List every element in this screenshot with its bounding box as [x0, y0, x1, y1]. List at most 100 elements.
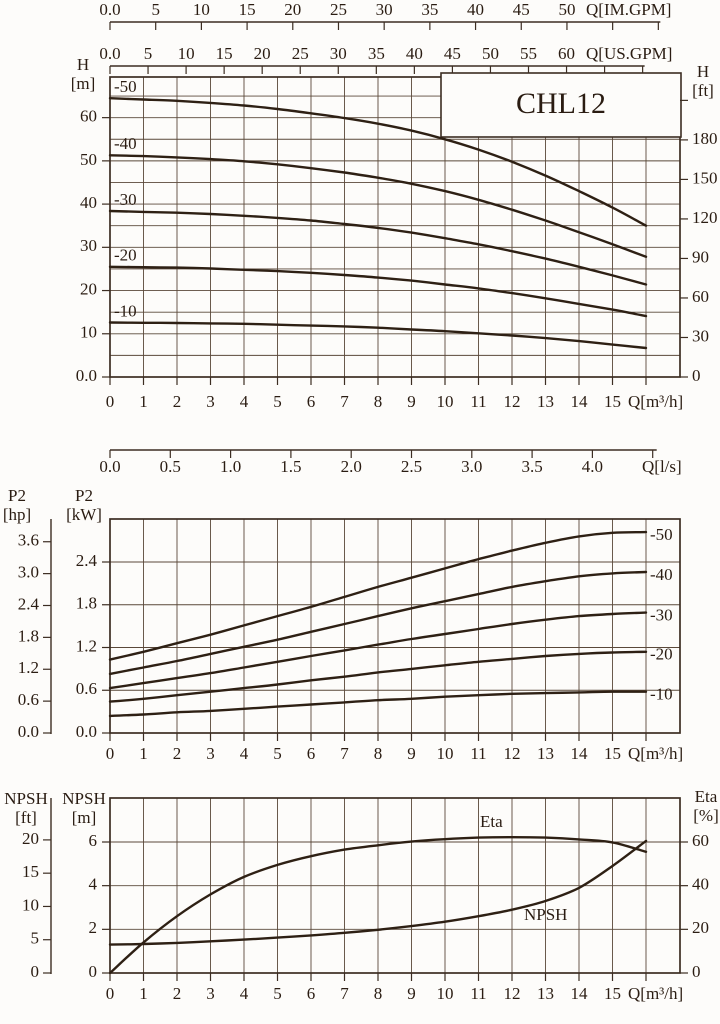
p2-chart-x-tick-label: 6 — [307, 744, 316, 763]
curve-label-p2--20: -20 — [650, 645, 673, 664]
h-chart-x-tick-label: 11 — [470, 392, 486, 411]
npsh-ft-axis-tick-label: 20 — [22, 829, 39, 848]
im-gpm-axis-tick-label: 10 — [193, 0, 210, 19]
eta-axis-tick-label: 60 — [692, 831, 709, 850]
h-m-axis-title: H — [77, 55, 89, 74]
npsh-m-axis-title: NPSH — [62, 789, 105, 808]
im-gpm-axis-tick-label: 30 — [376, 0, 393, 19]
h-ft-axis-tick-label: 90 — [692, 247, 709, 266]
h-ft-axis-tick-label: 0 — [692, 366, 701, 385]
curve-p2--40 — [108, 570, 648, 676]
im-gpm-axis-tick-label: 25 — [330, 0, 347, 19]
us-gpm-axis-tick-label: 35 — [368, 44, 385, 63]
ls-axis-tick-label: 1.5 — [280, 457, 301, 476]
npsh-ft-axis-tick-label: 5 — [31, 929, 40, 948]
curve--30 — [108, 209, 648, 286]
h-ft-axis-tick-label: 150 — [692, 168, 718, 187]
p2-kw-axis-tick-label: 1.8 — [76, 594, 97, 613]
h-ft-axis-tick-label: 60 — [692, 287, 709, 306]
p2-kw-axis-unit: [kW] — [66, 505, 102, 524]
im-gpm-axis-tick-label: 45 — [513, 0, 530, 19]
im-gpm-axis-tick-label: 50 — [558, 0, 575, 19]
p2-hp-axis-tick-label: 0.6 — [18, 690, 39, 709]
curve-eta — [108, 835, 648, 975]
im-gpm-axis-tick-label: 0.0 — [99, 0, 120, 19]
h-chart-x-tick-label: 12 — [504, 392, 521, 411]
curve-label-npsh: NPSH — [524, 905, 567, 924]
h-chart-x-tick-label: 13 — [537, 392, 554, 411]
us-gpm-axis-tick-label: 45 — [444, 44, 461, 63]
p2-chart-x-tick-label: 13 — [537, 744, 554, 763]
curve-label-p2--30: -30 — [650, 605, 673, 624]
eta-axis-tick-label: 0 — [692, 962, 701, 981]
h-chart-x-tick-label: 14 — [571, 392, 589, 411]
p2-chart-x-tick-label: 0 — [106, 744, 115, 763]
curve-label--50: -50 — [114, 77, 137, 96]
npsh-chart-x-tick-label: 5 — [273, 984, 282, 1003]
curve-label--10: -10 — [114, 301, 137, 320]
h-ft-axis-tick-label: 180 — [692, 129, 718, 148]
us-gpm-axis-tick-label: 10 — [178, 44, 195, 63]
npsh-chart-x-unit-label: Q[m³/h] — [628, 984, 683, 1003]
im-gpm-axis-tick-label: 15 — [239, 0, 256, 19]
h-m-axis-tick-label: 30 — [80, 236, 97, 255]
p2-chart-x-tick-label: 5 — [273, 744, 282, 763]
h-chart-x-tick-label: 8 — [374, 392, 383, 411]
chart-title-box — [440, 72, 682, 138]
p2-hp-axis-title: P2 — [8, 486, 26, 505]
eta-axis-tick-label: 40 — [692, 875, 709, 894]
eta-axis-title: Eta — [695, 787, 718, 806]
us-gpm-axis-tick-label: 25 — [292, 44, 309, 63]
npsh-chart-x-tick-label: 3 — [206, 984, 215, 1003]
p2-chart-x-unit-label: Q[m³/h] — [628, 744, 683, 763]
us-gpm-axis-tick-label: 0.0 — [99, 44, 120, 63]
npsh-ft-axis-unit: [ft] — [15, 808, 37, 827]
im-gpm-axis-tick-label: 5 — [151, 0, 160, 19]
h-m-axis-tick-label: 60 — [80, 107, 97, 126]
ls-axis-tick-label: 0.0 — [99, 457, 120, 476]
us-gpm-axis-tick-label: 50 — [482, 44, 499, 63]
npsh-chart-x-tick-label: 8 — [374, 984, 383, 1003]
h-chart-x-tick-label: 2 — [173, 392, 182, 411]
us-gpm-axis-tick-label: 20 — [254, 44, 271, 63]
us-gpm-axis-tick-label: 40 — [406, 44, 423, 63]
npsh-m-axis-tick-label: 4 — [89, 875, 98, 894]
p2-chart-x-tick-label: 15 — [604, 744, 621, 763]
npsh-chart-x-tick-label: 1 — [139, 984, 148, 1003]
npsh-chart-x-tick-label: 9 — [407, 984, 416, 1003]
h-chart-x-tick-label: 15 — [604, 392, 621, 411]
p2-chart-x-tick-label: 4 — [240, 744, 249, 763]
p2-chart-frame — [109, 518, 681, 734]
p2-hp-axis-unit: [hp] — [3, 505, 31, 524]
npsh-ft-axis-tick-label: 15 — [22, 862, 39, 881]
p2-kw-axis-tick-label: 0.0 — [76, 722, 97, 741]
curve-label-p2--50: -50 — [650, 525, 673, 544]
ls-axis-tick-label: 2.0 — [341, 457, 362, 476]
p2-kw-axis-title: P2 — [75, 486, 93, 505]
curve-npsh — [108, 839, 648, 946]
p2-chart-x-tick-label: 2 — [173, 744, 182, 763]
eta-axis-tick-label: 20 — [692, 918, 709, 937]
p2-kw-axis-tick-label: 2.4 — [76, 551, 98, 570]
im-gpm-axis-unit-label: Q[IM.GPM] — [586, 0, 671, 19]
im-gpm-axis-tick-label: 40 — [467, 0, 484, 19]
npsh-ft-axis-title: NPSH — [4, 789, 47, 808]
npsh-ft-axis-tick-label: 0 — [31, 962, 40, 981]
p2-chart-x-tick-label: 14 — [571, 744, 589, 763]
ls-axis-tick-label: 3.5 — [521, 457, 542, 476]
npsh-m-axis-tick-label: 0 — [89, 962, 98, 981]
npsh-m-axis-tick-label: 6 — [89, 831, 98, 850]
npsh-m-axis-unit: [m] — [72, 808, 97, 827]
us-gpm-axis-tick-label: 60 — [558, 44, 575, 63]
p2-chart-x-tick-label: 1 — [139, 744, 148, 763]
curve-p2--20 — [108, 650, 648, 703]
p2-chart-x-tick-label: 11 — [470, 744, 486, 763]
h-chart-x-tick-label: 9 — [407, 392, 416, 411]
h-chart-x-tick-label: 3 — [206, 392, 215, 411]
h-m-axis-unit: [m] — [71, 74, 96, 93]
h-m-axis-tick-label: 20 — [80, 279, 97, 298]
p2-hp-axis-tick-label: 1.8 — [18, 626, 39, 645]
ls-axis-tick-label: 1.0 — [220, 457, 241, 476]
ls-axis-tick-label: 0.5 — [160, 457, 181, 476]
